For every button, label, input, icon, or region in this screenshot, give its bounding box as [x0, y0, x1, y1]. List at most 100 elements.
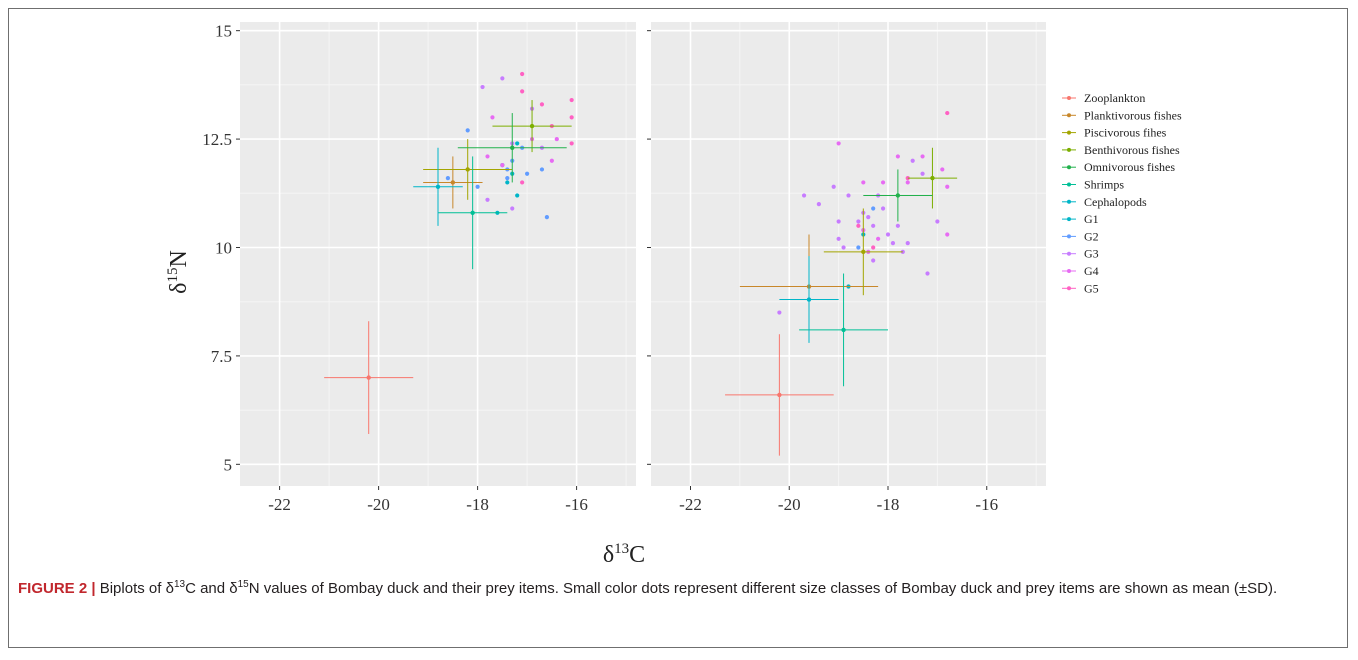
- biplot-figure: -22 -20 -18 -16 5 7.5 10 12.5 15 -22 -20 -18 -16 δ15…: [165, 22, 1182, 568]
- legend-key-dot: [1067, 182, 1071, 187]
- legend-label: G2: [1084, 229, 1099, 243]
- size-class-point-g2: [856, 245, 861, 250]
- size-class-point-g3: [871, 258, 876, 263]
- size-class-point-g3: [816, 202, 821, 207]
- figure-caption: FIGURE 2 | Biplots of δ13C and δ15N valu…: [18, 578, 1336, 600]
- size-class-point-g3: [925, 271, 930, 276]
- size-class-point-g3: [880, 206, 886, 211]
- size-class-point-g1: [505, 180, 510, 185]
- size-class-point-g5: [945, 110, 950, 116]
- prey-mean-point-cephalopods: [435, 184, 441, 189]
- size-class-point-g3: [777, 310, 782, 315]
- legend-label: Omnivorous fishes: [1084, 160, 1175, 174]
- prey-mean-point-zooplankton: [366, 375, 371, 380]
- x-tick-label: -18: [466, 495, 489, 514]
- legend-label: G5: [1084, 281, 1099, 295]
- size-class-point-g3: [836, 219, 841, 224]
- prey-mean-point-piscivorous-fihes: [861, 249, 866, 255]
- legend-key-dot: [1067, 286, 1071, 291]
- size-class-point-g4: [945, 232, 950, 237]
- size-class-point-g2: [445, 176, 450, 181]
- size-class-point-g4: [490, 115, 495, 120]
- size-class-point-g3: [905, 241, 910, 246]
- size-class-point-g3: [846, 193, 851, 198]
- size-class-point-g3: [500, 76, 505, 81]
- size-class-point-g4: [945, 184, 950, 189]
- size-class-point-g2: [505, 176, 510, 181]
- panel-background: [651, 22, 1046, 486]
- size-class-point-g5: [856, 223, 861, 228]
- legend-label: Planktivorous fishes: [1084, 108, 1182, 122]
- size-class-point-g3: [885, 232, 891, 237]
- x-tick-label: -18: [877, 495, 900, 514]
- size-class-point-g4: [861, 180, 866, 185]
- size-class-point-g3: [831, 184, 836, 189]
- legend-label: Shrimps: [1084, 178, 1124, 192]
- legend-key-dot: [1067, 96, 1071, 100]
- legend-label: Cephalopods: [1084, 195, 1147, 209]
- legend-key-dot: [1067, 251, 1071, 256]
- size-class-point-g5: [520, 89, 525, 94]
- legend-key-dot: [1067, 217, 1071, 222]
- x-tick-label: -22: [679, 495, 702, 514]
- prey-mean-point-planktivorous-fishes: [450, 180, 456, 185]
- size-class-point-g4: [905, 180, 910, 185]
- size-class-point-g3: [856, 219, 861, 224]
- legend-key-dot: [1067, 269, 1071, 273]
- y-tick-label: 7.5: [211, 347, 232, 366]
- size-class-point-g3: [871, 223, 876, 228]
- size-class-point-g3: [510, 206, 515, 211]
- legend: Zooplankton Planktivorous fishes Piscivoro…: [1062, 91, 1182, 295]
- size-class-point-g5: [871, 245, 876, 250]
- x-axis-title: δ13C: [603, 541, 645, 568]
- size-class-point-g5: [569, 141, 574, 146]
- size-class-point-g5: [539, 102, 545, 107]
- legend-label: Benthivorous fishes: [1084, 143, 1180, 157]
- x-tick-label: -22: [268, 495, 291, 514]
- prey-mean-point-shrimps: [470, 210, 475, 216]
- size-class-point-g1: [515, 141, 520, 146]
- size-class-point-g3: [895, 223, 900, 228]
- size-class-point-g3: [841, 245, 846, 250]
- size-class-point-g2: [525, 171, 530, 176]
- legend-label: G3: [1084, 247, 1099, 261]
- size-class-point-g3: [866, 215, 871, 220]
- size-class-point-g4: [485, 154, 490, 159]
- size-class-point-g2: [539, 167, 545, 172]
- size-class-point-g4: [554, 136, 559, 142]
- size-class-point-g2: [544, 215, 550, 220]
- panel-left: -22 -20 -18 -16 5 7.5 10 12.5 15: [202, 22, 636, 514]
- size-class-point-g3: [935, 219, 940, 224]
- prey-mean-point-shrimps: [841, 327, 846, 333]
- size-class-point-g2: [475, 184, 480, 189]
- caption-sup-1: 13: [173, 579, 186, 590]
- size-class-point-g3: [485, 197, 490, 202]
- size-class-point-g1: [515, 193, 520, 198]
- prey-mean-point-zooplankton: [777, 392, 782, 398]
- size-class-point-g3: [890, 241, 896, 246]
- x-tick-label: -16: [975, 495, 998, 514]
- legend-key-dot: [1067, 165, 1071, 170]
- legend-label: G1: [1084, 212, 1099, 226]
- size-class-point-g2: [871, 206, 876, 211]
- x-tick-label: -16: [565, 495, 588, 514]
- size-class-point-g4: [549, 158, 554, 163]
- y-tick-label: 5: [224, 455, 233, 474]
- legend-label: Zooplankton: [1084, 91, 1145, 105]
- prey-mean-point-cephalopods: [806, 297, 812, 302]
- prey-mean-point-benthivorous-fishes: [529, 123, 535, 129]
- size-class-point-g5: [569, 97, 574, 103]
- y-tick-label: 10: [215, 238, 232, 257]
- size-class-point-g4: [920, 154, 925, 159]
- size-class-point-g4: [500, 163, 505, 168]
- size-class-point-g4: [940, 167, 945, 172]
- figure-label: FIGURE 2 |: [18, 580, 96, 597]
- legend-key-dot: [1067, 130, 1071, 135]
- legend-key-dot: [1067, 113, 1071, 118]
- legend-key-dot: [1067, 199, 1071, 204]
- caption-text-3: N values of Bombay duck and their prey i…: [248, 580, 1278, 597]
- size-class-point-g3: [801, 193, 807, 198]
- size-class-point-g3: [920, 171, 925, 176]
- size-class-point-g4: [880, 180, 886, 185]
- prey-mean-point-omnivorous-fishes: [510, 145, 515, 150]
